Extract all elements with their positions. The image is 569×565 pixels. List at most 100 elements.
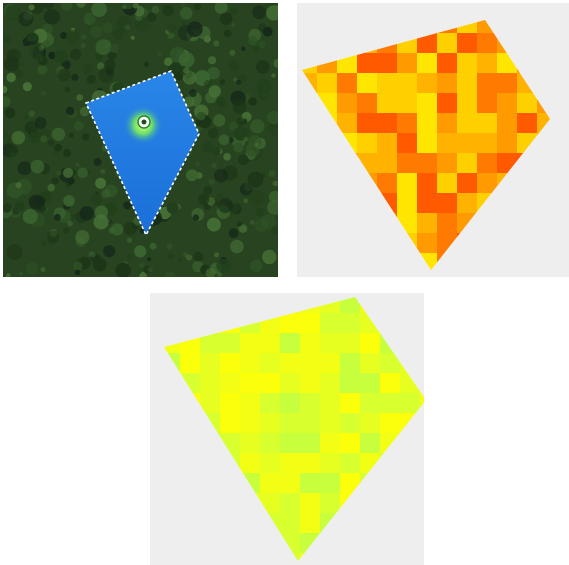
tree-crown <box>183 67 190 74</box>
tree-crown <box>90 193 103 205</box>
tree-crown <box>54 143 62 152</box>
tree-crown <box>56 170 62 176</box>
tree-crown <box>213 114 226 127</box>
tree-crown <box>248 97 257 106</box>
index-cell <box>417 173 438 194</box>
index-cell <box>320 493 341 514</box>
tree-crown <box>241 46 246 51</box>
tree-crown <box>182 21 187 26</box>
index-cell <box>200 393 221 414</box>
tree-crown <box>100 168 106 174</box>
index-cell <box>240 333 261 354</box>
tree-crown <box>208 56 217 65</box>
tree-crown <box>3 130 8 139</box>
index-cell <box>417 193 438 214</box>
tree-crown <box>236 221 242 227</box>
tree-crown <box>5 4 22 21</box>
tree-crown <box>6 273 11 277</box>
tree-crown <box>206 217 221 232</box>
tree-crown <box>90 25 103 38</box>
tree-crown <box>57 68 71 82</box>
index-cell <box>357 53 378 74</box>
tree-crown <box>228 60 240 71</box>
tree-crown <box>28 4 35 11</box>
index-cell <box>280 433 301 454</box>
tree-crown <box>22 209 38 224</box>
index-cell <box>360 333 381 354</box>
index-cell <box>457 53 478 74</box>
index-cell <box>280 353 301 374</box>
tree-crown <box>109 43 119 54</box>
tree-crown <box>219 79 226 85</box>
tree-crown <box>86 74 96 84</box>
tree-crown <box>101 189 111 199</box>
tree-crown <box>218 198 233 214</box>
tree-crown <box>30 159 45 174</box>
tree-crown <box>63 227 70 234</box>
tree-crown <box>73 261 83 271</box>
index-cell <box>300 333 321 354</box>
tree-crown <box>214 168 228 183</box>
tree-crown <box>216 258 231 274</box>
index-cell <box>340 433 361 454</box>
index-cell <box>397 193 418 214</box>
tree-crown <box>65 177 74 186</box>
tree-crown <box>233 77 238 82</box>
tree-crown <box>219 202 225 207</box>
tree-crown <box>93 157 102 166</box>
tree-crown <box>149 242 157 250</box>
plant-icon <box>137 115 151 129</box>
tree-crown <box>93 214 109 230</box>
index-cell <box>200 333 221 354</box>
tree-crown <box>167 32 175 40</box>
tree-crown <box>75 230 90 245</box>
tree-crown <box>73 120 84 131</box>
tree-crown <box>22 82 32 92</box>
index-cell <box>260 493 281 514</box>
index-cell <box>497 113 518 134</box>
index-cell <box>497 133 518 154</box>
index-cell <box>457 33 478 54</box>
index-cell <box>280 453 301 474</box>
tree-crown <box>216 97 227 108</box>
tree-crown <box>162 4 174 17</box>
tree-crown <box>164 57 173 66</box>
tree-crown <box>27 32 38 43</box>
tree-crown <box>89 251 96 258</box>
index-cell <box>417 213 438 234</box>
index-cell <box>260 393 281 414</box>
satellite-map <box>3 3 278 277</box>
tree-crown <box>77 167 88 178</box>
tree-crown <box>216 193 224 201</box>
tree-crown <box>177 257 183 263</box>
tree-crown <box>6 244 23 261</box>
tree-crown <box>15 182 22 189</box>
index-map-lime-panel <box>150 293 424 565</box>
tree-crown <box>64 86 71 93</box>
tree-crown <box>203 186 213 195</box>
tree-crown <box>223 153 231 161</box>
field-polygon[interactable] <box>86 71 199 235</box>
field-boundary <box>84 69 200 237</box>
index-cell <box>477 33 498 54</box>
index-cell <box>280 513 301 534</box>
index-cell <box>220 393 241 414</box>
index-cell <box>260 453 281 474</box>
index-cell <box>317 73 338 94</box>
index-cell <box>437 73 458 94</box>
index-cell <box>320 473 341 494</box>
tree-crown <box>24 115 29 120</box>
tree-crown <box>143 61 149 67</box>
index-cell <box>260 433 281 454</box>
tree-crown <box>166 23 176 34</box>
tree-crown <box>192 214 200 221</box>
tree-crown <box>47 230 60 243</box>
index-cell <box>240 373 261 394</box>
tree-crown <box>79 206 95 221</box>
tree-crown <box>254 142 259 147</box>
index-cell <box>340 413 361 434</box>
index-cell <box>397 53 418 74</box>
index-cell <box>477 173 498 194</box>
index-cell <box>357 73 378 94</box>
index-cell <box>320 433 341 454</box>
